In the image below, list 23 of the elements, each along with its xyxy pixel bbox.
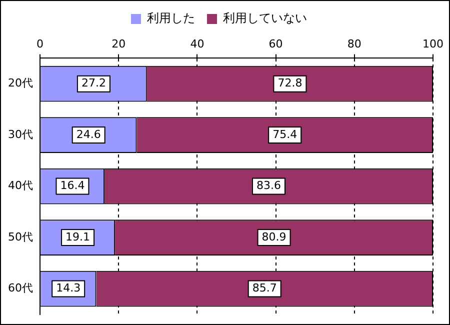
x-tick-label: 20 xyxy=(112,37,126,50)
y-tick-label: 50代 xyxy=(8,230,33,244)
x-tick-label: 100 xyxy=(422,37,444,50)
data-label: 24.6 xyxy=(76,128,101,141)
data-label: 14.3 xyxy=(56,282,81,295)
data-label: 16.4 xyxy=(60,179,85,192)
x-tick-label: 40 xyxy=(190,37,204,50)
data-label: 19.1 xyxy=(66,230,90,244)
y-tick-label: 40代 xyxy=(8,179,33,192)
data-label: 83.6 xyxy=(256,179,281,192)
legend-label: 利用していない xyxy=(223,11,307,26)
legend-label: 利用した xyxy=(147,11,195,26)
data-label: 72.8 xyxy=(278,76,302,90)
data-label: 85.7 xyxy=(252,282,277,295)
data-label: 80.9 xyxy=(262,230,286,244)
x-tick-label: 80 xyxy=(347,37,362,50)
x-tick-label: 0 xyxy=(36,37,44,50)
x-tick-label: 60 xyxy=(268,37,283,50)
y-tick-label: 20代 xyxy=(8,76,33,90)
y-tick-label: 60代 xyxy=(8,282,33,295)
data-label: 27.2 xyxy=(81,76,106,90)
y-tick-label: 30代 xyxy=(8,128,33,141)
data-label: 75.4 xyxy=(272,128,298,141)
